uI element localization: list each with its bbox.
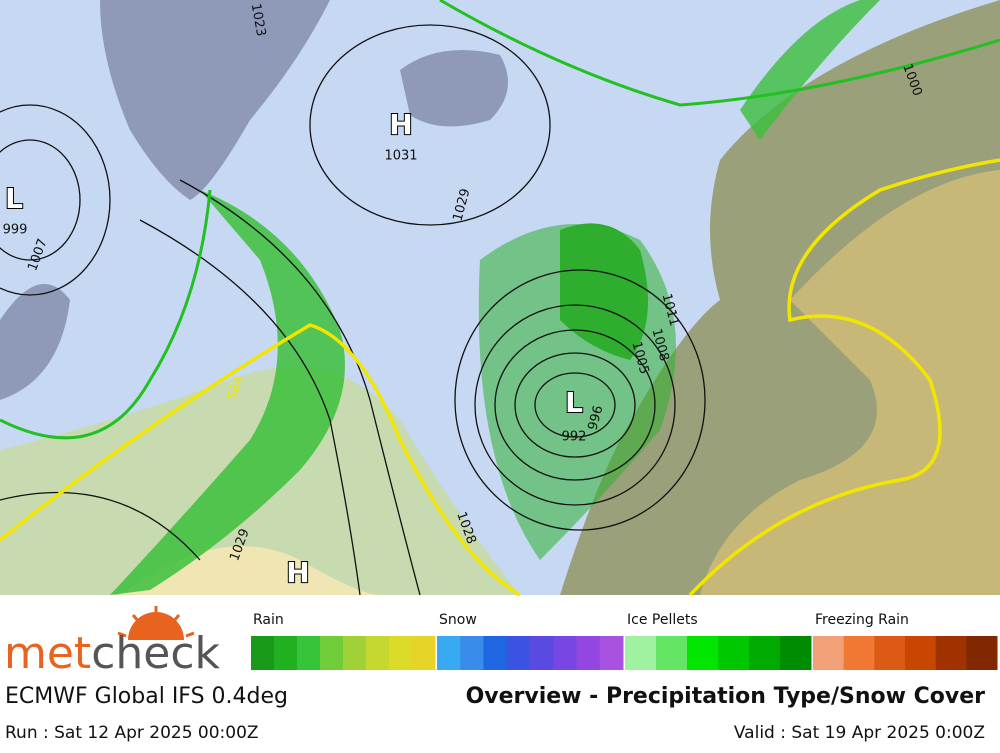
legend-swatch xyxy=(874,636,906,670)
logo-rays xyxy=(117,606,195,638)
legend-swatch xyxy=(813,636,845,670)
legend-swatch xyxy=(718,636,750,670)
isobar xyxy=(139,219,361,596)
legend-swatch xyxy=(656,636,688,670)
legend-label: Ice Pellets xyxy=(627,612,698,628)
isobar xyxy=(474,304,676,506)
legend: Rain Snow Ice Pellets Freezing Rain xyxy=(251,612,998,670)
isobar xyxy=(0,139,81,261)
legend-swatch xyxy=(389,636,413,670)
legend-swatch xyxy=(935,636,967,670)
ray xyxy=(131,614,141,623)
isobar xyxy=(0,104,111,296)
isobar xyxy=(534,372,616,438)
run-time: Run : Sat 12 Apr 2025 00:00Z xyxy=(5,723,259,743)
legend-swatch xyxy=(687,636,719,670)
legend-swatch xyxy=(625,636,657,670)
logo-part: met xyxy=(4,628,91,679)
labrador xyxy=(0,284,70,400)
freezing-line xyxy=(0,189,212,440)
legend-swatch xyxy=(576,636,601,670)
legend-swatch xyxy=(274,636,298,670)
legend-swatch xyxy=(966,636,998,670)
legend-swatch xyxy=(366,636,390,670)
isobar xyxy=(309,24,551,226)
legend-swatch xyxy=(843,636,875,670)
rain-band xyxy=(110,190,345,595)
legend-label: Freezing Rain xyxy=(815,612,909,628)
ray xyxy=(117,631,127,638)
ray xyxy=(185,631,195,638)
legend-swatch xyxy=(320,636,344,670)
isobar xyxy=(454,269,706,531)
europe-south xyxy=(700,170,1000,595)
rain-band xyxy=(740,0,880,140)
rain-area xyxy=(478,224,676,560)
product-title: Overview - Precipitation Type/Snow Cover xyxy=(466,684,986,709)
thickness-line xyxy=(0,323,521,597)
legend-swatch xyxy=(530,636,554,670)
low-label: L xyxy=(5,182,23,215)
legend-swatch xyxy=(437,636,461,670)
pressure-label: 1023 xyxy=(248,2,269,37)
logo-part: check xyxy=(91,628,220,679)
map: H 1031 L 999 1007 1023 1029 1029 1028 H … xyxy=(0,0,1000,597)
isobar xyxy=(179,179,421,596)
greenland xyxy=(100,0,330,200)
legend-swatch xyxy=(412,636,436,670)
legend-label: Rain xyxy=(253,612,284,628)
legend-swatch xyxy=(343,636,367,670)
iceland xyxy=(400,50,508,127)
logo: metcheck xyxy=(4,606,221,679)
legend-swatch xyxy=(553,636,577,670)
precip xyxy=(110,0,880,595)
legend-label: Snow xyxy=(439,612,477,628)
legend-swatch xyxy=(506,636,531,670)
logo-text: metcheck xyxy=(4,628,221,679)
isobars xyxy=(0,24,706,596)
logo-sun xyxy=(128,612,184,640)
low-label: L xyxy=(565,386,583,419)
legend-swatch xyxy=(483,636,508,670)
high-label: H xyxy=(389,108,412,141)
freezing-line xyxy=(439,0,1000,107)
legend-swatch xyxy=(460,636,484,670)
legend-swatch xyxy=(297,636,321,670)
valid-time: Valid : Sat 19 Apr 2025 0:00Z xyxy=(734,723,985,743)
thickness-line xyxy=(688,158,1000,597)
pressure-label: 1031 xyxy=(384,149,417,164)
pressure-label: 992 xyxy=(562,430,587,445)
pressure-label: 996 xyxy=(586,404,607,432)
legend-swatch xyxy=(780,636,812,670)
isobar xyxy=(514,352,636,458)
legend-swatch xyxy=(251,636,275,670)
legend-swatch xyxy=(905,636,937,670)
high-label: H xyxy=(286,556,309,589)
ray xyxy=(171,614,181,623)
pressure-label: 999 xyxy=(3,223,28,238)
legend-swatch xyxy=(599,636,624,670)
model-name: ECMWF Global IFS 0.4deg xyxy=(5,684,288,709)
isobar xyxy=(0,491,201,561)
isobar xyxy=(494,329,656,481)
legend-swatch xyxy=(749,636,781,670)
